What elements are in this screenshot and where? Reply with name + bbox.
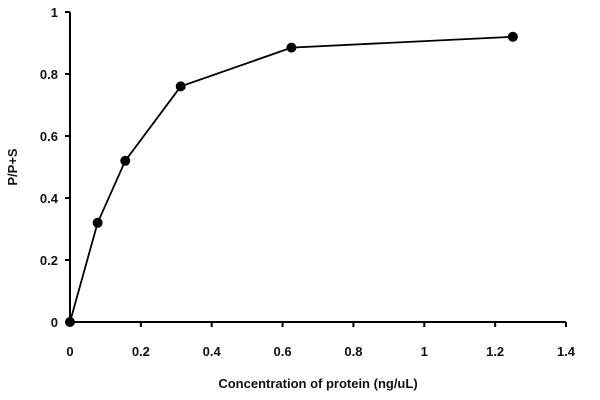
x-tick-label: 0 [66, 344, 73, 359]
x-tick-label: 0.8 [344, 344, 362, 359]
data-point [286, 42, 297, 53]
y-axis-title: P/P+S [5, 148, 20, 186]
data-point [92, 217, 103, 228]
x-tick-label: 1 [421, 344, 428, 359]
data-point [65, 317, 75, 327]
x-tick-label: 0.4 [203, 344, 222, 359]
series-layer [65, 31, 518, 327]
x-tick-label: 0.2 [132, 344, 150, 359]
x-axis-title: Concentration of protein (ng/uL) [218, 376, 417, 391]
y-tick-label: 1 [51, 5, 58, 20]
y-axis-ticks: 0 0.2 0.4 0.6 0.8 1 [40, 5, 70, 330]
data-point [175, 81, 186, 92]
x-tick-label: 1.4 [557, 344, 576, 359]
y-tick-label: 0.8 [40, 67, 58, 82]
x-tick-label: 1.2 [486, 344, 504, 359]
y-tick-label: 0.6 [40, 129, 58, 144]
y-tick-label: 0.2 [40, 253, 58, 268]
y-tick-label: 0 [51, 315, 58, 330]
data-point [120, 155, 131, 166]
y-tick-label: 0.4 [40, 191, 59, 206]
x-tick-label: 0.6 [274, 344, 292, 359]
data-point [507, 31, 518, 42]
series-line [69, 35, 513, 323]
x-axis-ticks: 0 0.2 0.4 0.6 0.8 1 1.2 1.4 [66, 322, 576, 359]
